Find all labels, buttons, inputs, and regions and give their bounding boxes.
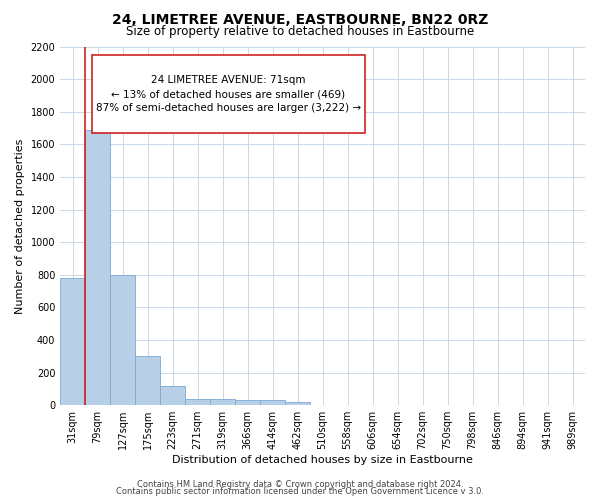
- Bar: [110, 275, 135, 405]
- FancyBboxPatch shape: [92, 56, 365, 132]
- Y-axis label: Number of detached properties: Number of detached properties: [15, 138, 25, 314]
- Text: Contains HM Land Registry data © Crown copyright and database right 2024.: Contains HM Land Registry data © Crown c…: [137, 480, 463, 489]
- X-axis label: Distribution of detached houses by size in Eastbourne: Distribution of detached houses by size …: [172, 455, 473, 465]
- Bar: [285, 402, 310, 405]
- Bar: [185, 398, 210, 405]
- Bar: [260, 400, 285, 405]
- Text: 24, LIMETREE AVENUE, EASTBOURNE, BN22 0RZ: 24, LIMETREE AVENUE, EASTBOURNE, BN22 0R…: [112, 12, 488, 26]
- Bar: [85, 130, 110, 405]
- Text: Contains public sector information licensed under the Open Government Licence v : Contains public sector information licen…: [116, 488, 484, 496]
- Bar: [210, 399, 235, 405]
- Bar: [135, 356, 160, 405]
- Text: Size of property relative to detached houses in Eastbourne: Size of property relative to detached ho…: [126, 25, 474, 38]
- Bar: [235, 400, 260, 405]
- Bar: [160, 386, 185, 405]
- Bar: [60, 278, 85, 405]
- Text: 24 LIMETREE AVENUE: 71sqm
← 13% of detached houses are smaller (469)
87% of semi: 24 LIMETREE AVENUE: 71sqm ← 13% of detac…: [95, 75, 361, 113]
